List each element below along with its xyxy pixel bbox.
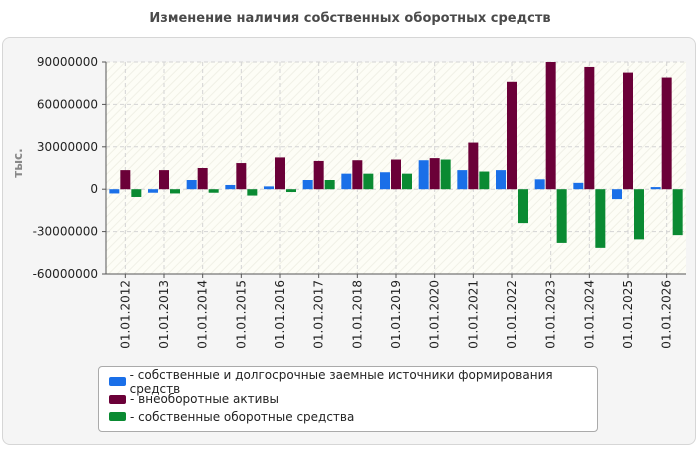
- x-tick-label: 01.01.2026: [660, 280, 674, 349]
- bar: [197, 168, 208, 190]
- legend-swatch: [109, 377, 126, 387]
- legend-item: - собственные и долгосрочные заемные ист…: [109, 368, 597, 396]
- bar: [170, 189, 180, 194]
- bar: [247, 189, 258, 196]
- y-axis-ticks: 90000000 60000000 30000000 0 -30000000 -60000…: [33, 55, 106, 281]
- bar: [672, 189, 683, 236]
- y-tick-label: -30000000: [33, 225, 98, 239]
- x-tick-label: 01.01.2018: [350, 280, 364, 349]
- x-tick-label: 01.01.2014: [196, 280, 210, 349]
- bar: [341, 173, 352, 190]
- legend-item: - внеоборотные активы: [109, 391, 597, 409]
- bar: [634, 189, 644, 240]
- bar: [159, 170, 169, 190]
- y-tick-label: 30000000: [37, 140, 98, 154]
- bar: [120, 170, 131, 190]
- bar: [612, 189, 622, 200]
- bar: [286, 189, 296, 193]
- bar: [208, 189, 219, 193]
- x-axis-ticks: 01.01.2012 01.01.2013 01.01.2014 01.01.2015…: [118, 274, 674, 349]
- x-tick-label: 01.01.2013: [157, 280, 171, 349]
- bar: [518, 189, 528, 224]
- x-tick-label: 01.01.2024: [582, 280, 596, 349]
- bar: [324, 180, 335, 190]
- bar: [186, 180, 197, 190]
- x-tick-label: 01.01.2025: [621, 280, 635, 349]
- chart-title: Изменение наличия собственных оборотных …: [149, 11, 551, 26]
- bar: [148, 189, 158, 193]
- y-tick-label: 0: [90, 182, 98, 196]
- bar: [313, 160, 324, 190]
- bar: [556, 189, 567, 243]
- bar: [479, 171, 490, 190]
- bar: [584, 66, 595, 190]
- bar: [440, 159, 451, 190]
- bar: [109, 189, 120, 194]
- x-tick-label: 01.01.2020: [428, 280, 442, 349]
- bar: [264, 186, 274, 190]
- bar: [402, 173, 412, 190]
- bar: [236, 163, 247, 190]
- bar: [623, 72, 633, 190]
- y-tick-label: 90000000: [37, 55, 98, 69]
- x-tick-label: 01.01.2022: [505, 280, 519, 349]
- bar: [131, 189, 142, 197]
- bar: [352, 160, 363, 190]
- bar: [661, 77, 672, 190]
- bar: [457, 170, 468, 190]
- bar: [429, 158, 440, 190]
- x-tick-label: 01.01.2021: [466, 280, 480, 349]
- y-tick-label: 60000000: [37, 97, 98, 111]
- bars: [109, 62, 683, 248]
- bar: [275, 157, 285, 190]
- legend-swatch: [109, 412, 126, 422]
- y-tick-label: -60000000: [33, 267, 98, 281]
- bar: [418, 160, 429, 190]
- bar: [225, 184, 236, 190]
- bar: [468, 142, 479, 190]
- legend-label: - собственные и долгосрочные заемные ист…: [129, 367, 553, 396]
- legend-item: - собственные оборотные средства: [109, 408, 597, 426]
- bar: [573, 182, 584, 190]
- x-tick-label: 01.01.2012: [118, 280, 132, 349]
- bar: [534, 179, 545, 190]
- bar: [302, 180, 313, 190]
- legend-label: - собственные оборотные средства: [130, 409, 355, 424]
- legend-label: - внеоборотные активы: [130, 392, 279, 407]
- bar: [545, 62, 556, 190]
- bar: [507, 81, 517, 190]
- bar: [391, 159, 401, 190]
- y-axis-label: тыс.: [11, 148, 25, 177]
- x-tick-label: 01.01.2017: [312, 280, 326, 349]
- x-tick-label: 01.01.2023: [544, 280, 558, 349]
- legend-swatch: [109, 394, 126, 404]
- bar: [363, 173, 374, 190]
- legend: - собственные и долгосрочные заемные ист…: [98, 366, 598, 432]
- x-tick-label: 01.01.2019: [389, 280, 403, 349]
- bar: [650, 187, 661, 190]
- x-tick-label: 01.01.2015: [234, 280, 248, 349]
- bar: [595, 189, 606, 248]
- bar: [380, 172, 390, 190]
- bar: [496, 170, 506, 190]
- x-tick-label: 01.01.2016: [273, 280, 287, 349]
